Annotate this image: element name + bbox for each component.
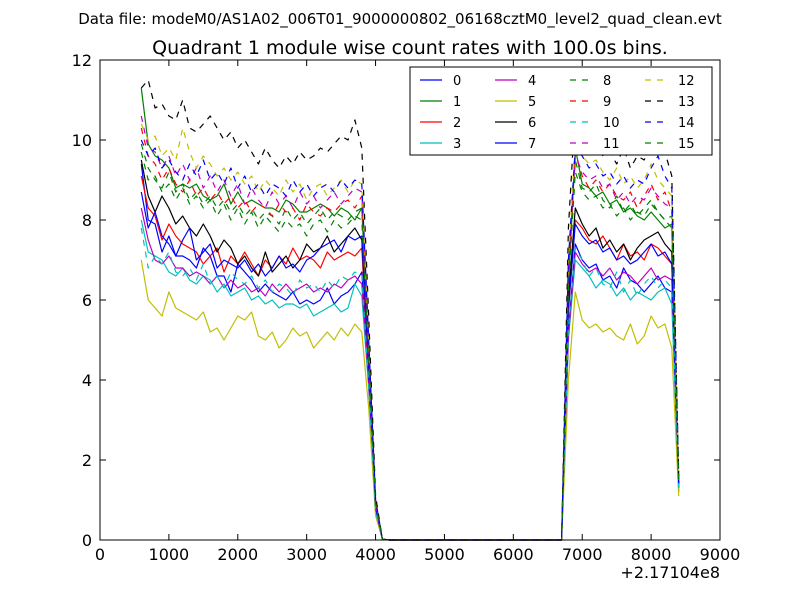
figure-suptitle: Data file: modeM0/AS1A02_006T01_90000008… — [78, 10, 722, 29]
y-tick-label: 4 — [82, 371, 92, 390]
series-line-1 — [140, 87, 680, 541]
series-line-8 — [140, 143, 680, 541]
legend-label-14: 14 — [678, 116, 695, 131]
legend-label-9: 9 — [603, 95, 611, 110]
x-tick-label: 2000 — [217, 545, 258, 564]
x-tick-label: 3000 — [286, 545, 327, 564]
x-tick-label: 6000 — [493, 545, 534, 564]
series-line-15 — [140, 151, 680, 541]
y-tick-label: 2 — [82, 451, 92, 470]
x-tick-label: 8000 — [631, 545, 672, 564]
y-tick-label: 10 — [72, 131, 92, 150]
legend-label-15: 15 — [678, 137, 695, 152]
series-line-7 — [140, 191, 680, 541]
legend-label-6: 6 — [528, 116, 536, 131]
legend-label-12: 12 — [678, 74, 695, 89]
x-tick-label: 4000 — [355, 545, 396, 564]
x-offset-label: +2.17104e8 — [620, 563, 720, 582]
series-line-12 — [140, 123, 680, 541]
chart-title: Quadrant 1 module wise count rates with … — [152, 37, 668, 59]
legend-label-1: 1 — [453, 95, 461, 110]
series-line-10 — [140, 227, 680, 541]
legend-label-10: 10 — [603, 116, 620, 131]
x-tick-label: 5000 — [424, 545, 465, 564]
x-tick-label: 0 — [95, 545, 105, 564]
legend-label-0: 0 — [453, 74, 461, 89]
legend-label-2: 2 — [453, 116, 461, 131]
series-line-9 — [140, 127, 680, 541]
x-tick-label: 7000 — [562, 545, 603, 564]
legend-label-3: 3 — [453, 137, 461, 152]
series-line-0 — [140, 163, 680, 541]
legend-label-5: 5 — [528, 95, 536, 110]
legend-label-13: 13 — [678, 95, 695, 110]
series-line-11 — [140, 115, 680, 541]
series-lines — [140, 79, 680, 541]
y-tick-label: 0 — [82, 531, 92, 550]
y-tick-label: 12 — [72, 51, 92, 70]
series-line-14 — [140, 139, 680, 541]
legend-label-4: 4 — [528, 74, 536, 89]
series-line-13 — [140, 79, 680, 541]
axis-ticks: 0 1000 2000 3000 4000 5000 6000 7000 8000 9000 0 2 4… — [72, 51, 741, 564]
y-tick-label: 6 — [82, 291, 92, 310]
legend-box — [409, 66, 713, 156]
y-tick-label: 8 — [82, 211, 92, 230]
series-line-2 — [140, 175, 680, 541]
series-line-5 — [140, 259, 680, 541]
series-line-4 — [140, 207, 680, 541]
legend-label-8: 8 — [603, 74, 611, 89]
series-line-6 — [140, 159, 680, 541]
x-tick-label: 9000 — [700, 545, 741, 564]
legend-label-11: 11 — [603, 137, 620, 152]
legend-label-7: 7 — [528, 137, 536, 152]
x-tick-label: 1000 — [149, 545, 190, 564]
